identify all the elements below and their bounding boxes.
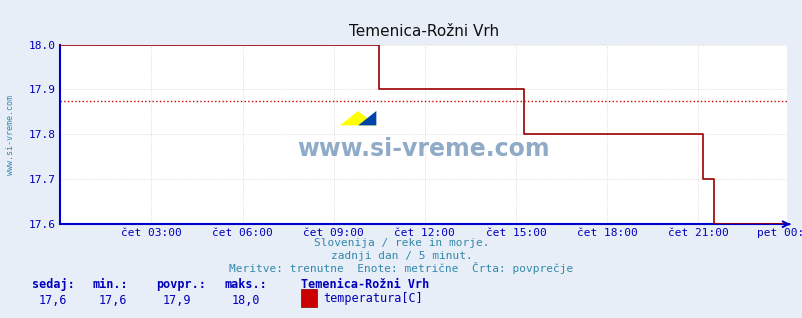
Text: sedaj:: sedaj: <box>32 278 75 291</box>
Text: Meritve: trenutne  Enote: metrične  Črta: povprečje: Meritve: trenutne Enote: metrične Črta: … <box>229 262 573 274</box>
Text: 17,9: 17,9 <box>163 294 191 307</box>
Polygon shape <box>358 111 376 125</box>
Text: 17,6: 17,6 <box>38 294 67 307</box>
Text: zadnji dan / 5 minut.: zadnji dan / 5 minut. <box>330 251 472 261</box>
Text: 17,6: 17,6 <box>99 294 127 307</box>
Text: min.:: min.: <box>92 278 128 291</box>
Text: Temenica-Rožni Vrh: Temenica-Rožni Vrh <box>301 278 429 291</box>
Text: temperatura[C]: temperatura[C] <box>323 292 423 305</box>
Title: Temenica-Rožni Vrh: Temenica-Rožni Vrh <box>348 24 498 39</box>
Text: maks.:: maks.: <box>225 278 267 291</box>
Polygon shape <box>339 111 376 125</box>
Text: www.si-vreme.com: www.si-vreme.com <box>6 95 15 175</box>
Text: 18,0: 18,0 <box>231 294 259 307</box>
Text: Slovenija / reke in morje.: Slovenija / reke in morje. <box>314 238 488 248</box>
Text: povpr.:: povpr.: <box>156 278 206 291</box>
Text: www.si-vreme.com: www.si-vreme.com <box>297 137 549 161</box>
